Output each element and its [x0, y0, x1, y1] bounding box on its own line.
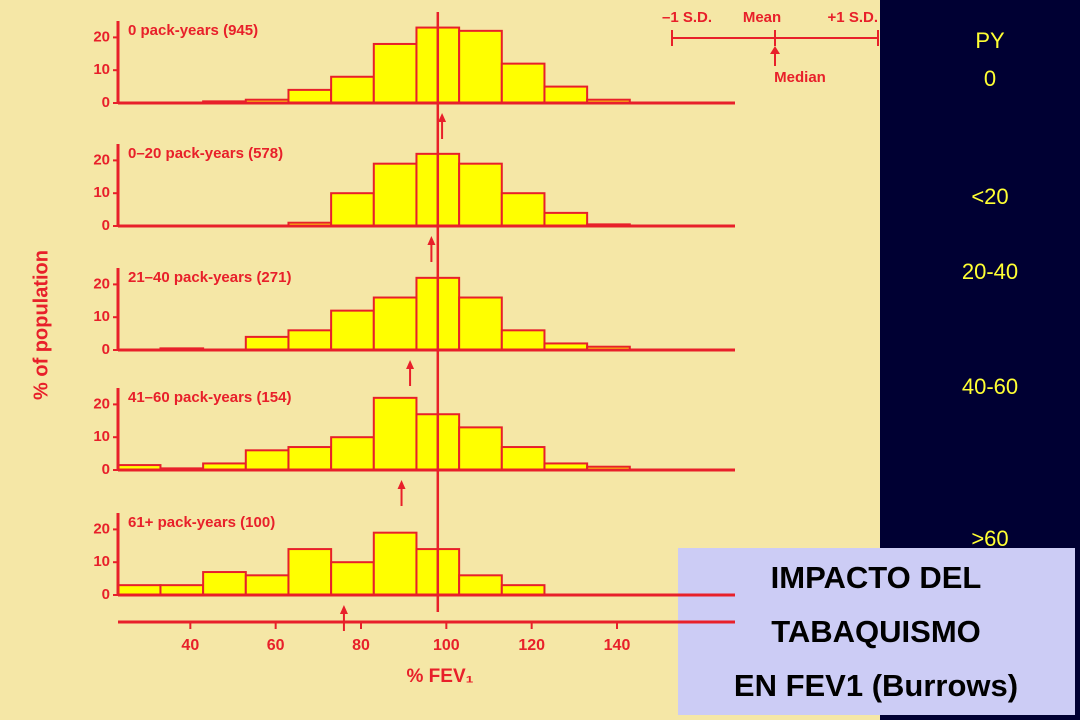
x-tick-label: 80: [352, 637, 370, 654]
x-axis-label: % FEV₁: [407, 666, 474, 687]
bar: [458, 296, 503, 351]
bar: [372, 531, 418, 596]
bar: [500, 446, 546, 472]
py-label: 40-60: [962, 374, 1018, 399]
y-tick-label: 20: [93, 275, 110, 292]
median-arrowhead: [438, 113, 447, 122]
bar: [372, 162, 418, 227]
caption: IMPACTO DEL TABAQUISMO EN FEV1 (Burrows): [734, 560, 1018, 703]
panel-title: 0–20 pack-years (578): [128, 145, 283, 162]
bar: [244, 335, 290, 352]
y-axis-label: % of population: [30, 250, 52, 400]
y-tick-label: 20: [93, 520, 110, 537]
y-tick-label: 10: [93, 61, 110, 78]
bar: [287, 88, 333, 104]
bar: [543, 85, 589, 104]
y-tick-label: 10: [93, 428, 110, 445]
bar: [372, 396, 418, 471]
bar: [500, 329, 546, 352]
y-tick-label: 0: [102, 341, 110, 358]
bar: [330, 75, 375, 105]
caption-line: TABAQUISMO: [771, 614, 981, 649]
legend-plus-sd: +1 S.D.: [828, 9, 878, 26]
bar: [287, 446, 333, 472]
y-tick-label: 0: [102, 586, 110, 603]
bar: [500, 62, 546, 104]
bar: [330, 192, 375, 227]
median-arrowhead: [406, 360, 415, 369]
y-tick-label: 20: [93, 151, 110, 168]
legend-minus-sd: –1 S.D.: [662, 9, 712, 26]
y-tick-label: 10: [93, 553, 110, 570]
bar: [500, 192, 546, 227]
panel-title: 41–60 pack-years (154): [128, 389, 291, 406]
bar: [330, 561, 375, 597]
py-labels: PY 0 <20 20-40 40-60 >60: [962, 28, 1018, 551]
legend-key: –1 S.D. Mean +1 S.D. Median: [662, 9, 879, 86]
x-tick-label: 100: [433, 637, 460, 654]
median-arrowhead: [339, 605, 348, 614]
bar: [202, 571, 247, 596]
bar: [372, 296, 418, 351]
bar: [458, 426, 503, 471]
x-tick-label: 120: [518, 637, 545, 654]
y-tick-label: 20: [93, 395, 110, 412]
median-arrowhead: [427, 236, 436, 245]
bar: [287, 548, 333, 597]
x-tick-label: 40: [181, 637, 199, 654]
legend-median: Median: [774, 69, 826, 86]
py-label: 0: [984, 66, 996, 91]
caption-box: [678, 548, 1075, 715]
y-tick-label: 20: [93, 28, 110, 45]
bar: [330, 436, 375, 472]
py-label: PY: [975, 28, 1005, 53]
legend-arrowhead: [770, 46, 780, 54]
median-arrowhead: [397, 480, 406, 489]
bar: [330, 309, 375, 352]
bar: [372, 42, 418, 104]
y-tick-label: 0: [102, 217, 110, 234]
bar: [543, 211, 589, 228]
bar: [287, 329, 333, 352]
panel-title: 0 pack-years (945): [128, 22, 258, 39]
caption-line: EN FEV1 (Burrows): [734, 668, 1018, 703]
y-tick-label: 0: [102, 94, 110, 111]
caption-line: IMPACTO DEL: [771, 560, 982, 595]
bar: [458, 29, 503, 105]
py-label: >60: [971, 526, 1008, 551]
y-tick-label: 10: [93, 308, 110, 325]
py-label: 20-40: [962, 259, 1018, 284]
x-tick-label: 60: [267, 637, 285, 654]
panel-title: 61+ pack-years (100): [128, 514, 275, 531]
bar: [244, 449, 290, 472]
legend-mean: Mean: [743, 9, 781, 26]
x-tick-label: 140: [604, 637, 631, 654]
bar: [458, 162, 503, 227]
bar: [244, 574, 290, 597]
bar: [458, 574, 503, 597]
y-tick-label: 10: [93, 184, 110, 201]
py-label: <20: [971, 184, 1008, 209]
y-tick-label: 0: [102, 461, 110, 478]
panel-title: 21–40 pack-years (271): [128, 269, 291, 286]
